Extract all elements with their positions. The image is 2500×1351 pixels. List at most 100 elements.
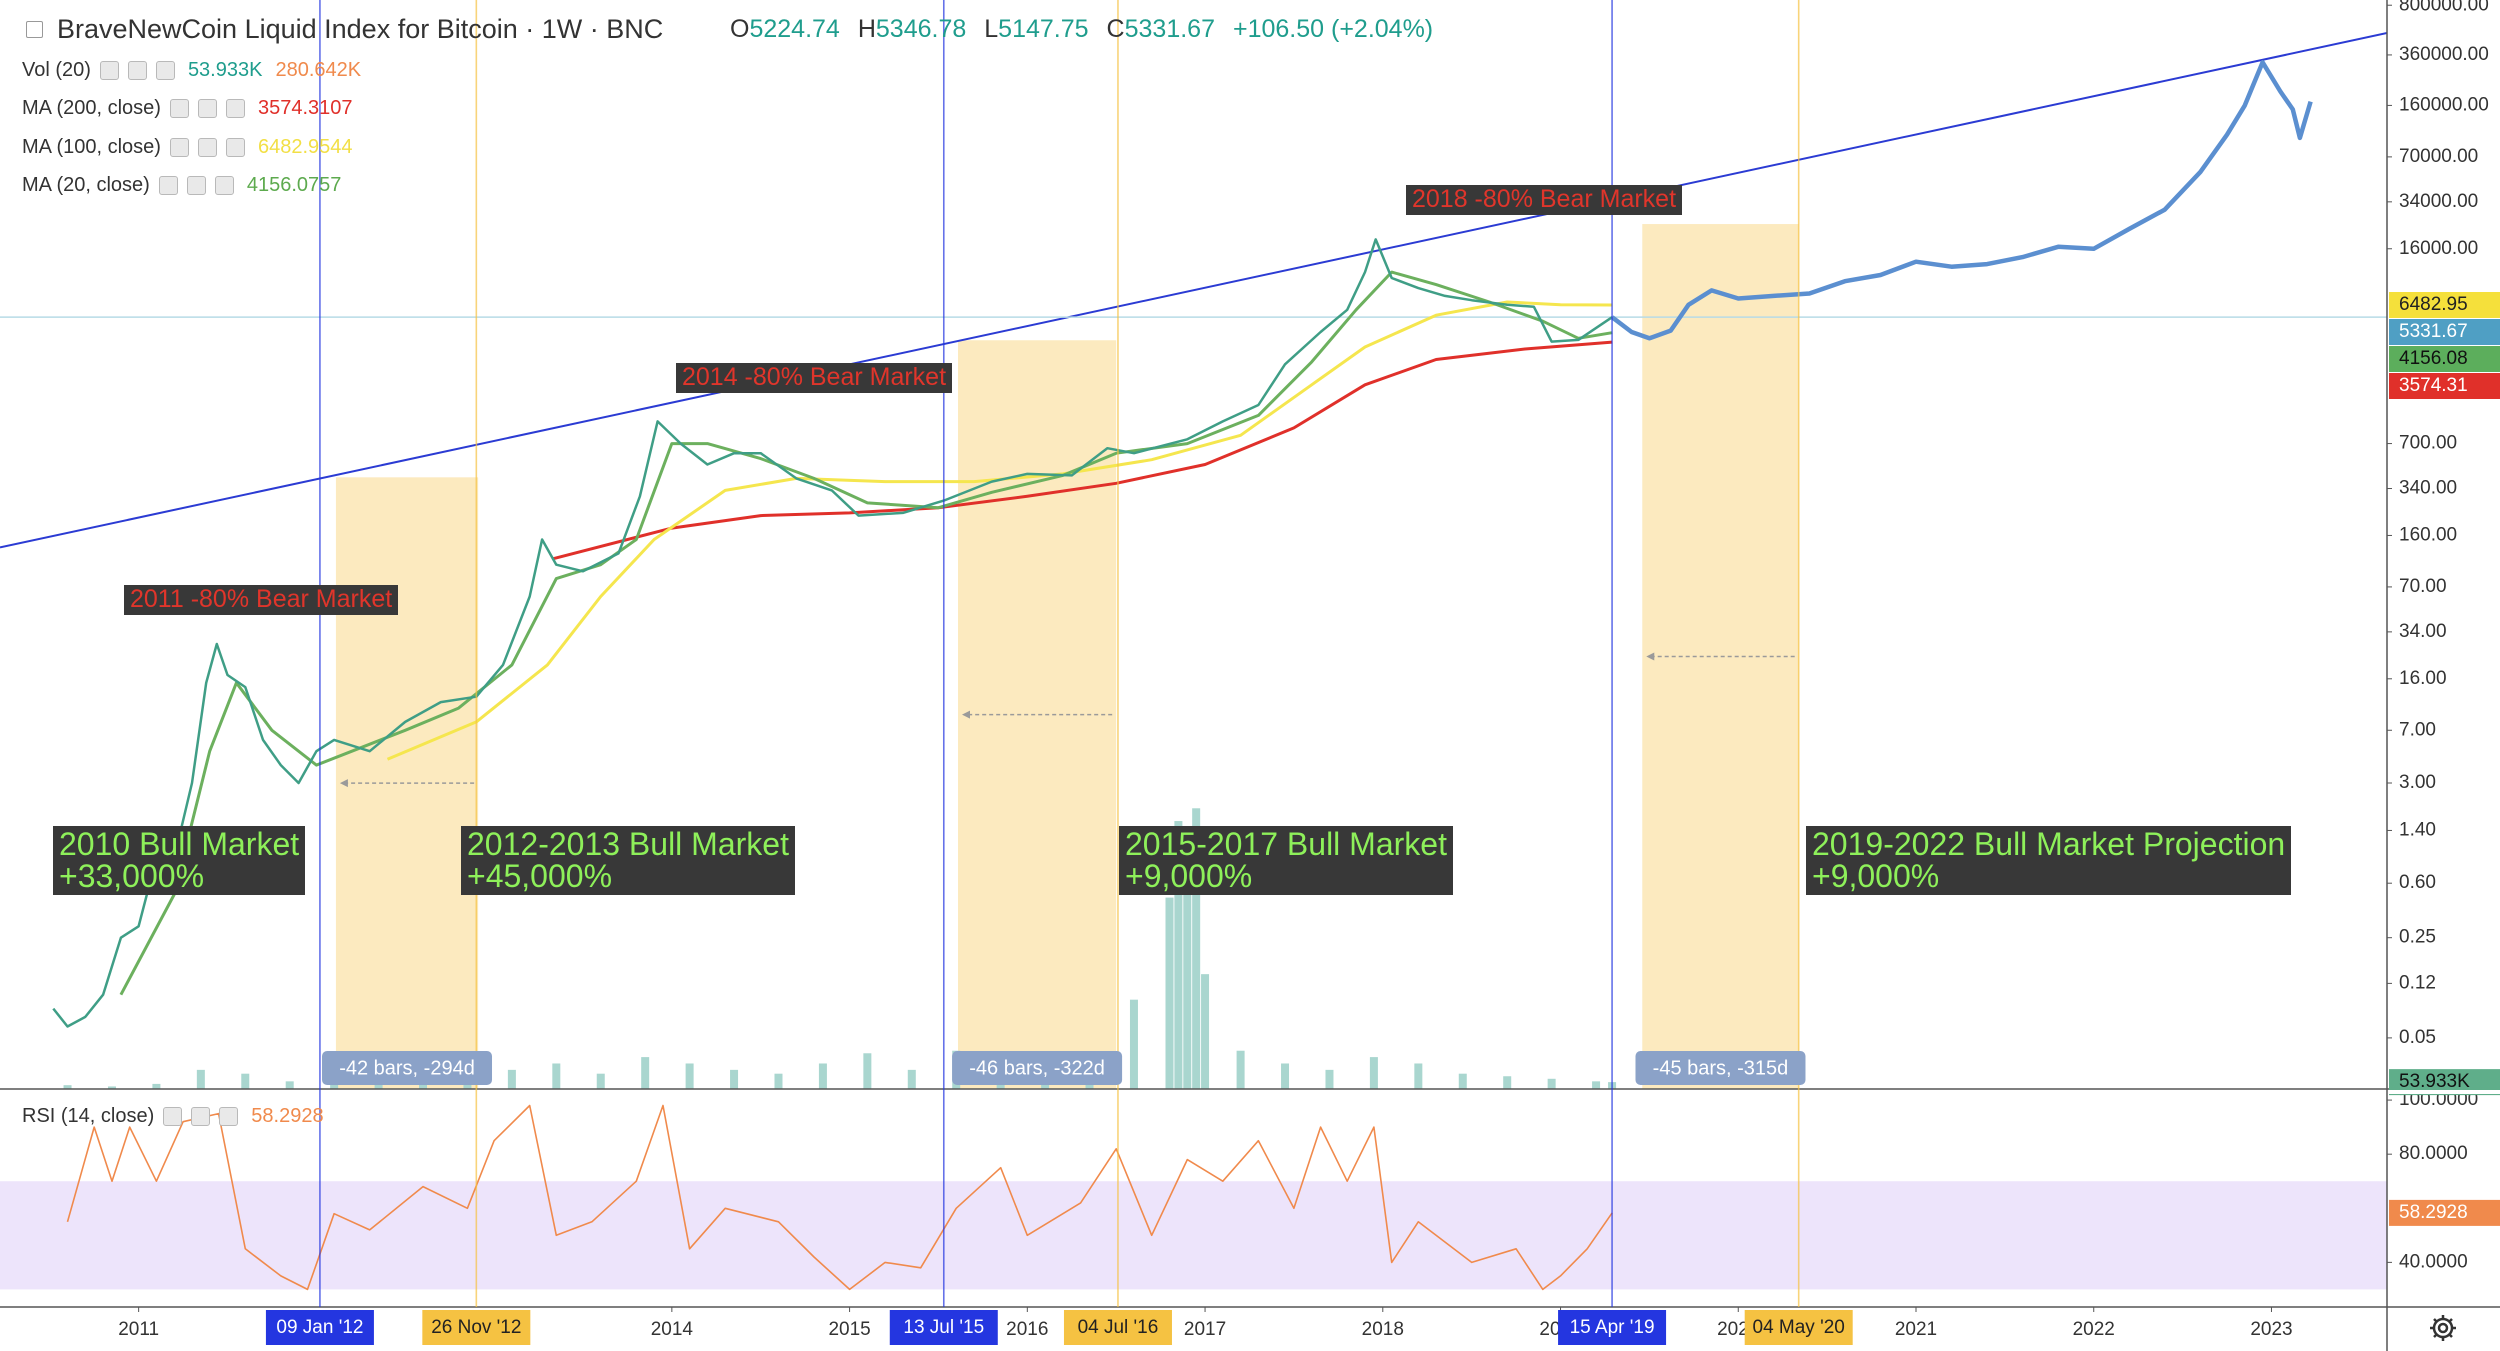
x-tick-label: 2014: [651, 1319, 694, 1340]
main-pane: [0, 32, 2387, 1089]
date-marker-badge: [889, 1310, 998, 1345]
volume-bar: [241, 1073, 250, 1089]
series-line: [386, 300, 1613, 761]
series-line: [1610, 60, 2313, 341]
price-badge-label: 5331.67: [2399, 321, 2468, 342]
volume-bar: [641, 1057, 650, 1089]
range-label-box: [952, 1051, 1123, 1085]
volume-bar: [552, 1063, 561, 1089]
volume-bar: [907, 1069, 916, 1089]
range-label: -46 bars, -322d: [969, 1057, 1105, 1079]
y-tick-label: 34000.00: [2399, 191, 2478, 212]
rsi-pane: [0, 1104, 2387, 1291]
y-tick-label: 1.40: [2399, 819, 2436, 840]
range-label-box: [1635, 1051, 1806, 1085]
series-line: [52, 238, 1613, 1028]
volume-bar: [1281, 1063, 1290, 1089]
gear-teeth: [2430, 1315, 2456, 1341]
volume-bar: [863, 1053, 872, 1089]
range-arrow-head: [339, 779, 348, 788]
range-label-box: [322, 1051, 493, 1085]
range-arrow-head: [961, 710, 970, 719]
date-marker-badge: [265, 1310, 374, 1345]
rsi-badge: [2389, 1199, 2500, 1226]
volume-bar: [330, 1082, 339, 1089]
volume-bar: [774, 1073, 783, 1089]
volume-bar: [63, 1085, 72, 1089]
volume-bar: [1129, 999, 1138, 1089]
range-label: -42 bars, -294d: [339, 1057, 475, 1079]
y-tick-label: 16000.00: [2399, 238, 2478, 259]
volume-bar: [1369, 1057, 1378, 1089]
y-tick-label: 7.00: [2399, 719, 2436, 740]
x-tick-label: 2016: [1006, 1319, 1048, 1340]
date-marker-badge: [422, 1310, 531, 1345]
volume-bar: [818, 1063, 827, 1089]
axis-labels: 0.05 0.12 0.25 0.60 1.40 3.00 7.00 16.00 34.00 70…: [118, 0, 2500, 1345]
volume-bar: [285, 1081, 294, 1089]
rsi-badge-label: 58.2928: [2399, 1202, 2468, 1223]
volume-bar: [1201, 974, 1210, 1089]
price-badge: [2389, 292, 2500, 319]
x-tick-label: 2017: [1184, 1319, 1226, 1340]
volume-bar: [596, 1073, 605, 1089]
y-tick-label: 3.00: [2399, 772, 2436, 793]
range-arrow-head: [1646, 652, 1655, 661]
date-range-box: [957, 340, 1117, 1089]
y-tick-label: 700.00: [2399, 433, 2457, 454]
y-tick-label: 360000.00: [2399, 44, 2489, 65]
x-tick-label: 2021: [1895, 1319, 1937, 1340]
y-tick-label: 160.00: [2399, 524, 2457, 545]
date-marker-label: 13 Jul '15: [903, 1317, 984, 1338]
series-line: [552, 340, 1613, 561]
y-tick-label: 16.00: [2399, 668, 2447, 689]
y-tick-label: 160000.00: [2399, 94, 2489, 115]
volume-bar: [1503, 1076, 1512, 1089]
x-tick-label: 2018: [1362, 1319, 1404, 1340]
range-label: -45 bars, -315d: [1653, 1057, 1789, 1079]
rsi-tick-label: 40.0000: [2399, 1251, 2468, 1272]
rsi-band: [0, 1181, 2387, 1290]
volume-bar: [730, 1069, 739, 1089]
price-badge-label: 4156.08: [2399, 348, 2468, 369]
volume-bar: [1547, 1078, 1556, 1089]
volume-bar: [1192, 808, 1201, 1089]
volume-bar: [107, 1086, 116, 1089]
date-marker-label: 04 May '20: [1753, 1317, 1845, 1338]
volume-bar: [1236, 1050, 1245, 1089]
y-tick-label: 340.00: [2399, 478, 2457, 499]
x-tick-label: 2011: [118, 1319, 159, 1340]
date-marker-label: 26 Nov '12: [431, 1317, 521, 1338]
volume-bar: [1174, 821, 1183, 1089]
y-tick-label: 0.25: [2399, 927, 2436, 948]
volume-bar: [374, 1081, 383, 1089]
axis-mask: [2388, 1090, 2500, 1094]
price-badge-label: 3574.31: [2399, 375, 2468, 396]
y-tick-label: 70000.00: [2399, 146, 2478, 167]
settings-gear[interactable]: [2430, 1315, 2456, 1341]
volume-bar: [1458, 1073, 1467, 1089]
y-tick-label: 800000.00: [2399, 0, 2489, 15]
volume-bar: [685, 1063, 694, 1089]
price-badge: [2389, 346, 2500, 373]
price-badge: [2389, 373, 2500, 400]
volume-bar: [1325, 1069, 1334, 1089]
volume-bar: [1183, 859, 1192, 1089]
volume-bar: [507, 1069, 516, 1089]
volume-bar: [196, 1069, 205, 1089]
date-marker-badge: [1063, 1310, 1172, 1345]
gear-hub: [2437, 1322, 2449, 1334]
x-tick-label: 2023: [2250, 1319, 2292, 1340]
y-tick-label: 34.00: [2399, 621, 2447, 642]
y-tick-label: 70.00: [2399, 576, 2447, 597]
series-line: [66, 1104, 1613, 1291]
date-marker-label: 04 Jul '16: [1078, 1317, 1159, 1338]
date-marker-badge: [1558, 1310, 1667, 1345]
volume-bar: [1592, 1081, 1601, 1089]
date-marker-label: 15 Apr '19: [1570, 1317, 1655, 1338]
volume-bar: [1414, 1063, 1423, 1089]
volume-bar: [152, 1083, 161, 1089]
